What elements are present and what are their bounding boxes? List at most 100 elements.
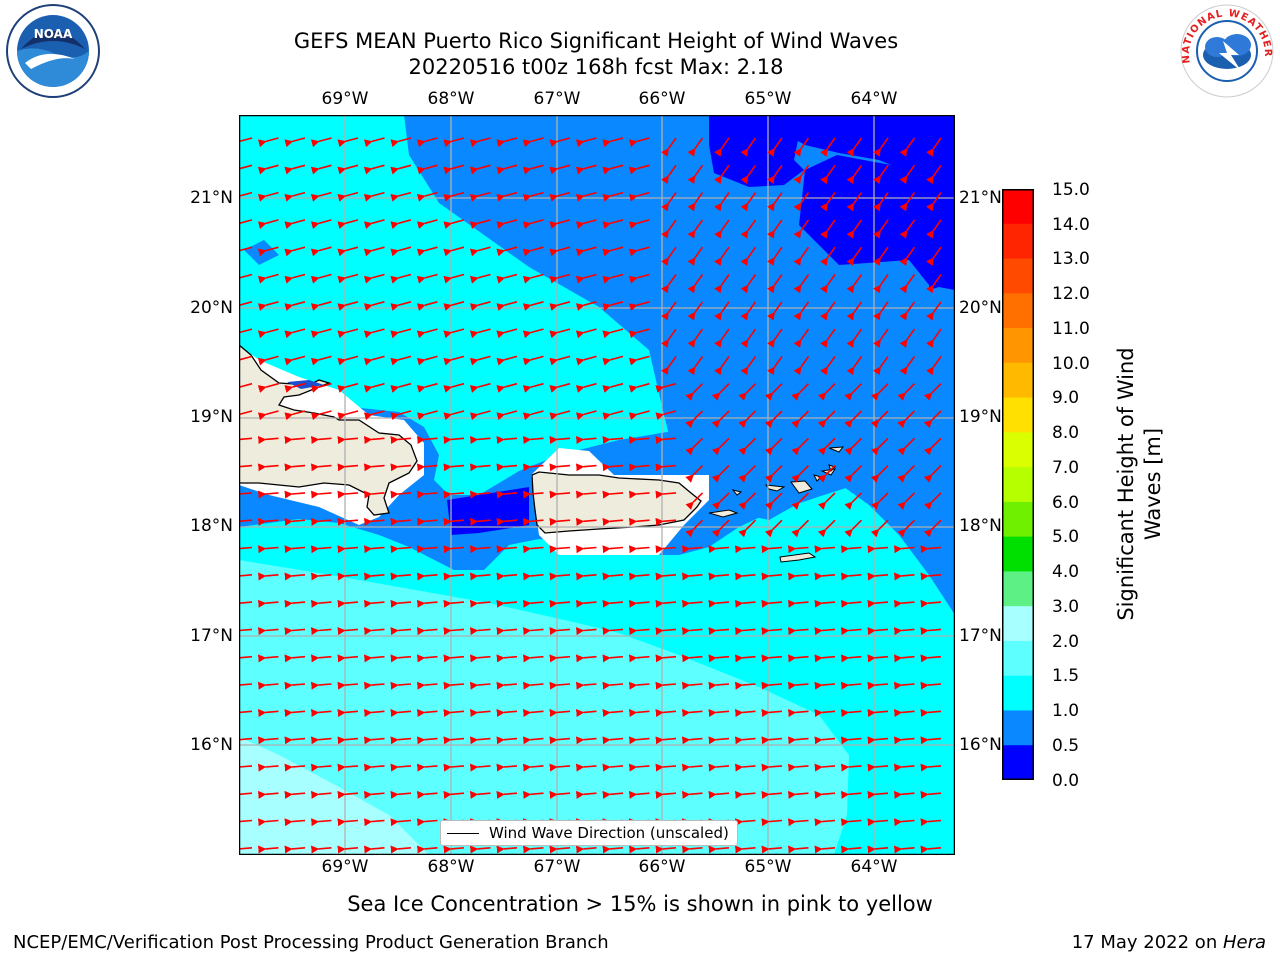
direction-arrow	[575, 681, 597, 690]
direction-arrow	[390, 410, 412, 421]
land-hispaniola	[239, 344, 418, 516]
direction-arrow	[310, 654, 332, 663]
direction-arrow	[655, 709, 677, 717]
direction-arrow	[337, 219, 359, 230]
colorbar-tick: 15.0	[1052, 180, 1090, 200]
direction-arrow	[337, 355, 359, 366]
direction-arrow	[575, 627, 597, 636]
colorbar-tick: 1.5	[1052, 666, 1080, 686]
direction-arrow	[549, 845, 571, 854]
direction-arrow	[767, 137, 783, 157]
direction-arrow	[239, 545, 253, 554]
direction-arrow	[628, 410, 650, 421]
direction-arrow	[920, 845, 942, 854]
direction-arrow	[844, 410, 863, 429]
direction-arrow	[661, 246, 677, 266]
direction-arrow	[549, 709, 571, 717]
direction-arrow	[820, 246, 836, 266]
direction-arrow	[239, 572, 253, 581]
legend-label: Wind Wave Direction (unscaled)	[489, 824, 729, 842]
direction-arrow	[284, 355, 306, 366]
direction-arrow	[687, 301, 704, 321]
colorbar-tick: 2.0	[1052, 632, 1080, 652]
direction-arrow	[602, 191, 624, 202]
direction-arrow	[793, 355, 810, 376]
direction-arrow	[284, 818, 306, 827]
direction-arrow	[257, 219, 279, 230]
footer-date: 17 May 2022 on	[1071, 932, 1223, 953]
direction-arrow	[239, 328, 253, 339]
direction-arrow	[469, 382, 491, 393]
direction-arrow	[363, 137, 385, 148]
direction-arrow	[926, 219, 942, 239]
direction-arrow	[416, 818, 438, 827]
direction-arrow	[469, 545, 491, 554]
direction-arrow	[522, 410, 544, 421]
direction-arrow	[787, 763, 809, 772]
direction-arrow	[443, 436, 465, 444]
direction-arrow	[820, 219, 836, 239]
direction-arrow	[522, 436, 544, 444]
direction-arrow	[443, 137, 465, 148]
lat-label-right: 17°N	[959, 626, 1002, 646]
direction-arrow	[310, 219, 332, 230]
footer-left: NCEP/EMC/Verification Post Processing Pr…	[13, 932, 609, 953]
direction-arrow	[791, 383, 810, 401]
direction-arrow	[310, 355, 332, 366]
direction-arrow	[893, 545, 915, 554]
direction-arrow	[310, 301, 332, 311]
direction-arrow	[469, 845, 491, 854]
direction-arrow	[897, 383, 916, 401]
direction-arrow	[893, 709, 915, 717]
direction-arrow	[469, 627, 491, 636]
direction-arrow	[628, 627, 650, 636]
direction-arrow	[870, 410, 889, 429]
direction-arrow	[575, 191, 597, 202]
direction-arrow	[628, 517, 650, 526]
colorbar-tick: 0.5	[1052, 736, 1080, 756]
direction-arrow	[661, 274, 677, 294]
direction-arrow	[602, 763, 624, 772]
direction-arrow	[549, 763, 571, 772]
direction-arrow	[814, 845, 836, 854]
direction-arrow	[469, 599, 491, 608]
direction-arrow	[920, 572, 942, 581]
colorbar-tick: 12.0	[1052, 284, 1090, 304]
direction-arrow	[655, 845, 677, 854]
direction-arrow	[390, 627, 412, 636]
colorbar-segment	[1002, 189, 1034, 225]
direction-arrow	[469, 191, 491, 202]
direction-arrow	[923, 383, 942, 401]
direction-arrow	[661, 355, 677, 376]
lat-label-right: 16°N	[959, 735, 1002, 755]
direction-arrow	[738, 437, 757, 456]
colorbar-tick: 8.0	[1052, 423, 1080, 443]
direction-arrow	[920, 681, 942, 690]
direction-arrow	[310, 490, 332, 499]
direction-arrow	[793, 274, 810, 294]
direction-arrow	[628, 164, 650, 175]
direction-arrow	[714, 192, 730, 212]
direction-arrow	[390, 517, 412, 526]
direction-arrow	[787, 845, 809, 854]
direction-arrow	[685, 465, 704, 483]
direction-arrow	[284, 572, 306, 581]
legend-line-sample	[447, 832, 479, 834]
direction-arrow	[734, 681, 756, 690]
direction-arrow	[628, 681, 650, 690]
direction-arrow	[239, 246, 253, 257]
wave-bin-0-0.5-ne-c	[799, 155, 955, 290]
direction-arrow	[655, 436, 677, 444]
direction-arrow	[257, 517, 279, 526]
direction-arrow	[522, 490, 544, 499]
direction-arrow	[575, 490, 597, 499]
direction-arrow	[443, 273, 465, 284]
direction-arrow	[390, 382, 412, 393]
direction-arrow	[469, 219, 491, 230]
direction-arrow	[920, 709, 942, 717]
direction-arrow	[870, 492, 889, 511]
direction-arrow	[846, 219, 863, 239]
direction-arrow	[687, 192, 704, 212]
direction-arrow	[655, 599, 677, 608]
direction-arrow	[469, 273, 491, 284]
